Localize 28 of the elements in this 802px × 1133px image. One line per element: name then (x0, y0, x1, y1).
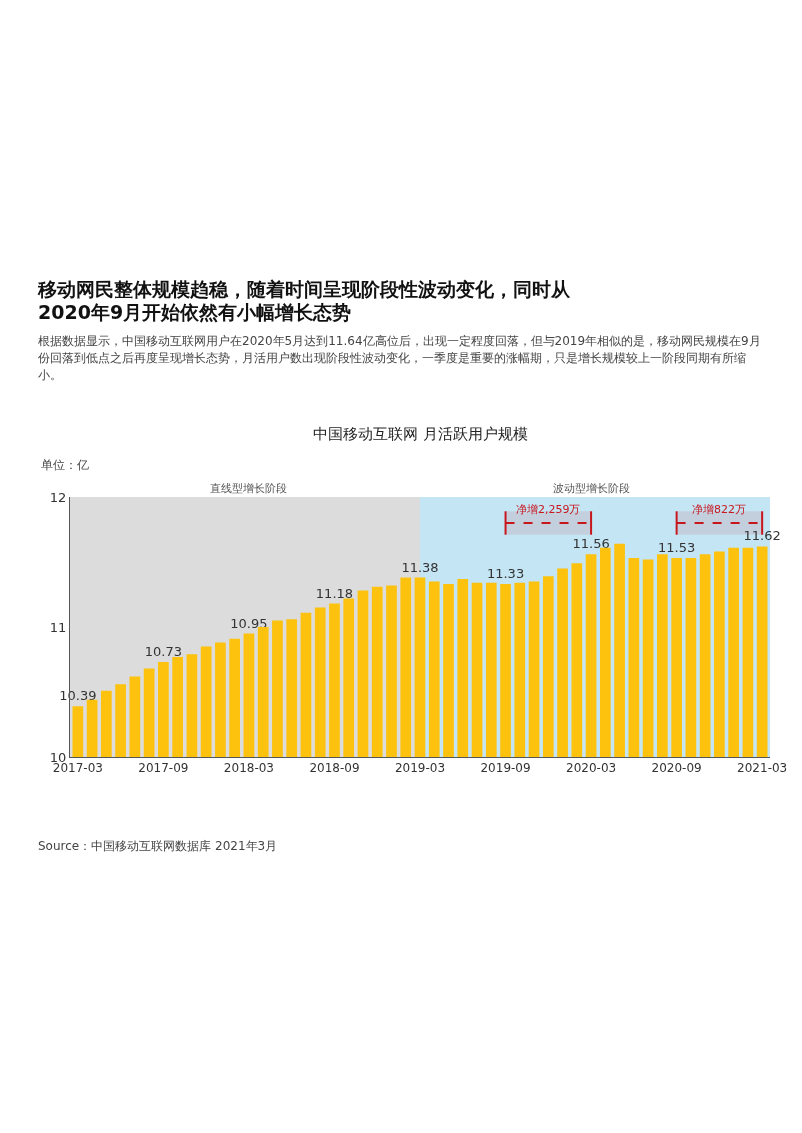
data-label: 11.33 (486, 566, 525, 582)
x-tick-label: 2021-03 (737, 761, 788, 776)
x-tick-label: 2017-09 (138, 761, 189, 776)
x-tick-label: 2020-09 (651, 761, 702, 776)
x-tick-label: 2018-03 (223, 761, 274, 776)
chart-subtitle: 根据数据显示，中国移动互联网用户在2020年5月达到11.64亿高位后，出现一定程度回落，但与2019年相似的是，移动网民规模在9月份回落到低点之后再度呈现增长态势，月活用户数出现阶段性波动变化，一季度是重要的涨幅期，只是增长规模较上一阶段同期有所缩小。 (38, 333, 762, 384)
band-label: 波动型增长阶段 (553, 482, 630, 495)
source-note: Source：中国移动互联网数据库 2021年3月 (38, 838, 278, 855)
x-tick-label: 2017-03 (52, 761, 103, 776)
y-tick-label: 11 (49, 619, 67, 635)
y-axis-title: 单位：亿 (41, 458, 89, 472)
x-tick-label: 2019-09 (480, 761, 531, 776)
x-tick-label: 2019-03 (394, 761, 446, 776)
data-label: 11.18 (315, 585, 354, 601)
data-label: 11.56 (572, 536, 610, 552)
band-label: 净增2,259万 (516, 503, 581, 516)
data-label: 11.53 (658, 540, 696, 556)
band-label: 直线型增长阶段 (210, 482, 287, 495)
data-label: 11.38 (401, 559, 439, 575)
y-tick-label: 12 (49, 489, 67, 505)
text: 中国移动互联网 月活跃用户规模 (313, 425, 528, 443)
chart-title: 移动网民整体规模趋稳，随着时间呈现阶段性波动变化，同时从2020年9月开始依然有小幅增长态势 (38, 278, 571, 324)
data-label: 10.73 (144, 644, 182, 660)
band-label: 净增822万 (692, 503, 746, 516)
data-label: 11.62 (743, 528, 781, 544)
x-tick-label: 2020-03 (566, 761, 617, 776)
data-label: 10.95 (230, 615, 268, 631)
x-tick-label: 2018-09 (309, 761, 360, 776)
